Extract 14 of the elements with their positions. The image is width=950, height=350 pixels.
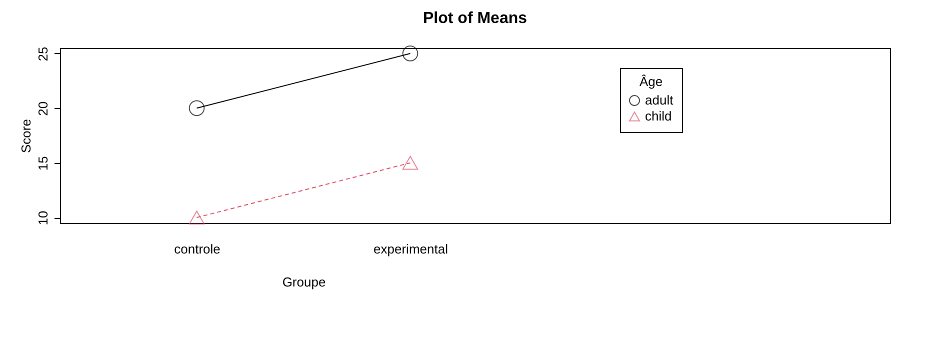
y-axis-title: Score bbox=[18, 119, 34, 153]
y-tick-label: 10 bbox=[36, 210, 50, 226]
chart-title: Plot of Means bbox=[422, 10, 528, 28]
y-tick-label: 15 bbox=[36, 156, 50, 171]
point bbox=[402, 46, 418, 62]
legend-label: child bbox=[645, 108, 672, 124]
x-axis-title: Groupe bbox=[282, 274, 326, 290]
legend-title: Âge bbox=[639, 74, 663, 89]
y-tick-label: 20 bbox=[36, 101, 50, 116]
x-tick-label: experimental bbox=[374, 242, 448, 256]
legend-label: adult bbox=[645, 92, 674, 108]
x-tick-label: controle bbox=[174, 242, 220, 256]
y-tick-label: 25 bbox=[36, 46, 50, 62]
point bbox=[188, 100, 205, 116]
